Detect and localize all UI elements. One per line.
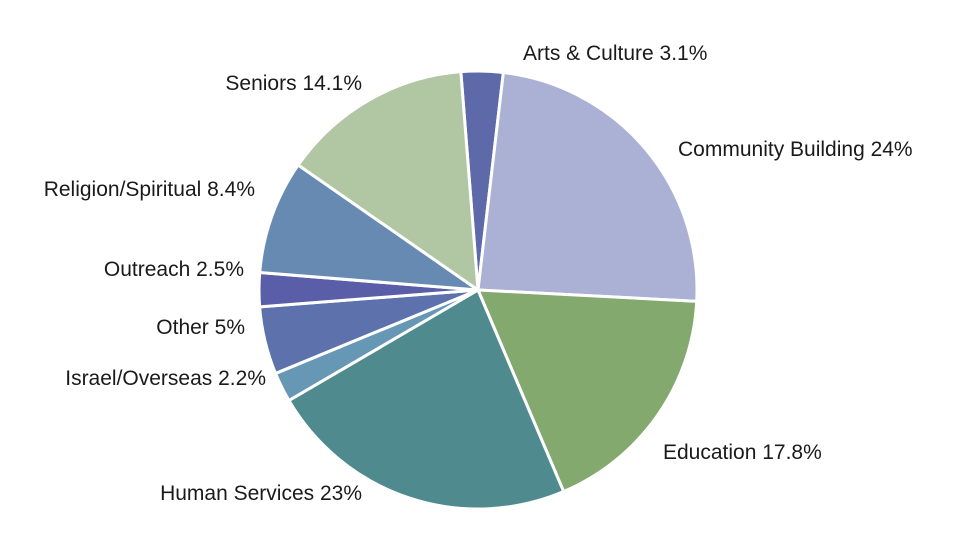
pie-label-arts-culture: Arts & Culture 3.1% (523, 42, 707, 65)
slices-layer (257, 69, 699, 511)
labels-layer: Arts & Culture 3.1% Community Building 24… (44, 42, 913, 505)
pie-label-education: Education 17.8% (663, 441, 822, 464)
pie-label-religion-spiritual: Religion/Spiritual 8.4% (44, 178, 255, 201)
pie-slice-religion-spiritual (258, 163, 480, 292)
pie-slice-human-services (287, 288, 566, 511)
pie-slice-education (476, 288, 699, 494)
pie-label-other: Other 5% (156, 316, 245, 339)
pie-label-human-services: Human Services 23% (160, 482, 362, 505)
pie-label-israel-overseas: Israel/Overseas 2.2% (65, 367, 266, 390)
pie-slice-community-building (476, 70, 699, 303)
pie-label-community-building: Community Building 24% (678, 138, 913, 161)
pie-label-outreach: Outreach 2.5% (104, 258, 244, 281)
pie-label-seniors: Seniors 14.1% (225, 72, 362, 95)
pie-slice-seniors (296, 70, 480, 292)
